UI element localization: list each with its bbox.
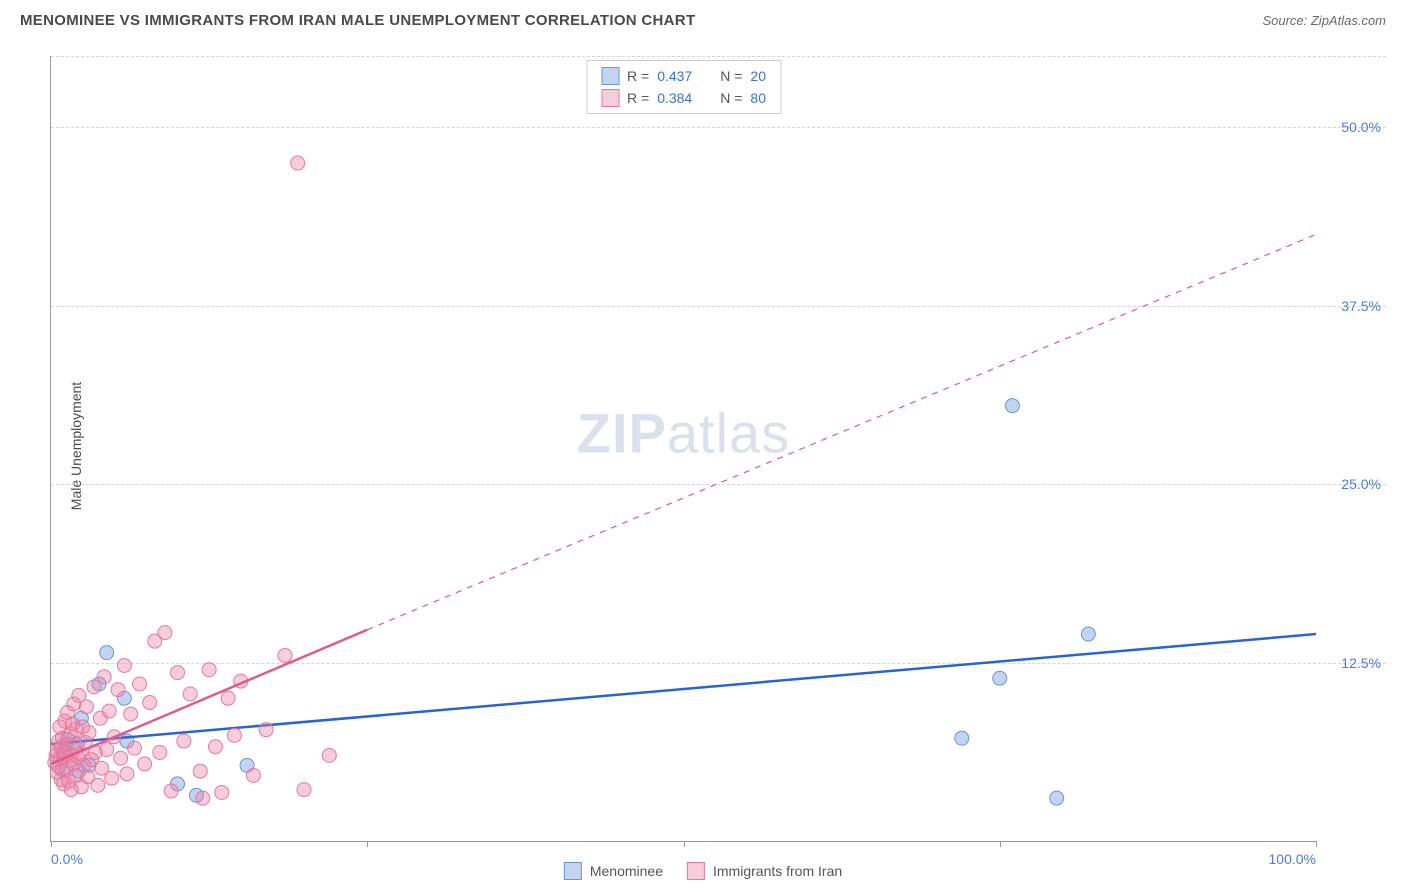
x-tick [367,841,368,847]
data-point [955,731,969,745]
x-tick [51,841,52,847]
data-point [138,757,152,771]
data-point [91,778,105,792]
x-tick-label: 100.0% [1269,851,1316,867]
legend-swatch [564,862,582,880]
stats-legend-row: R = 0.384 N = 80 [601,87,766,109]
y-tick-label: 37.5% [1341,298,1381,314]
data-point [1005,399,1019,413]
trend-line [51,634,1316,744]
data-point [183,687,197,701]
gridline [51,306,1386,307]
data-point [153,746,167,760]
series-legend-item: Immigrants from Iran [687,862,842,880]
series-legend: Menominee Immigrants from Iran [564,862,842,880]
data-point [1081,627,1095,641]
data-point [82,726,96,740]
data-point [193,764,207,778]
data-point [221,691,235,705]
n-label: N = [720,68,742,84]
n-value: 20 [750,68,766,84]
chart-header: MENOMINEE VS IMMIGRANTS FROM IRAN MALE U… [0,0,1406,37]
data-point [97,670,111,684]
data-point [143,696,157,710]
data-point [259,723,273,737]
stats-legend: R = 0.437 N = 20 R = 0.384 N = 80 [586,60,781,114]
data-point [227,728,241,742]
legend-swatch [687,862,705,880]
series-label: Immigrants from Iran [713,863,842,879]
data-point [102,704,116,718]
data-point [177,734,191,748]
data-point [291,156,305,170]
data-point [158,626,172,640]
n-value: 80 [750,90,766,106]
x-tick [684,841,685,847]
legend-swatch [601,67,619,85]
data-point [202,663,216,677]
y-tick-label: 25.0% [1341,476,1381,492]
n-label: N = [720,90,742,106]
data-point [133,677,147,691]
data-point [117,658,131,672]
data-point [322,748,336,762]
data-point [196,791,210,805]
data-point [100,646,114,660]
r-label: R = [627,90,649,106]
data-point [297,783,311,797]
data-point [278,648,292,662]
data-point [246,768,260,782]
chart-title: MENOMINEE VS IMMIGRANTS FROM IRAN MALE U… [20,12,695,29]
chart-source: Source: ZipAtlas.com [1262,13,1386,28]
data-point [124,707,138,721]
series-label: Menominee [590,863,663,879]
y-tick-label: 50.0% [1341,119,1381,135]
data-point [171,666,185,680]
chart-plot-area: R =0.437N =20R =0.384N =80 ZIPatlas 12.5… [50,56,1316,842]
x-tick-label: 0.0% [51,851,83,867]
r-label: R = [627,68,649,84]
data-point [79,700,93,714]
r-value: 0.384 [657,90,692,106]
watermark: ZIPatlas [577,400,790,465]
data-point [164,784,178,798]
gridline [51,663,1386,664]
data-point [105,771,119,785]
data-point [993,671,1007,685]
data-point [1050,791,1064,805]
data-point [215,785,229,799]
data-point [208,740,222,754]
r-value: 0.437 [657,68,692,84]
y-tick-label: 12.5% [1341,655,1381,671]
series-legend-item: Menominee [564,862,663,880]
trend-line-extrapolated [367,234,1316,629]
gridline [51,484,1386,485]
data-point [111,683,125,697]
data-point [100,743,114,757]
x-tick [1000,841,1001,847]
stats-legend-row: R = 0.437 N = 20 [601,65,766,87]
x-tick [1316,841,1317,847]
data-point [120,767,134,781]
legend-swatch [601,89,619,107]
scatter-plot-svg [51,56,351,206]
data-point [127,741,141,755]
data-point [114,751,128,765]
